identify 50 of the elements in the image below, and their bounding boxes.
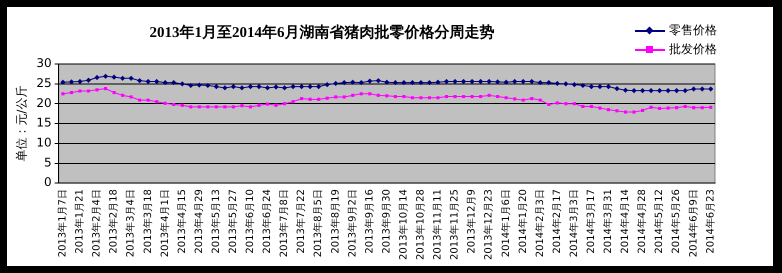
x-tick-label: 2013年4月29 (192, 189, 205, 254)
y-tick-label: 5 (44, 155, 52, 170)
chart-title: 2013年1月至2014年6月湖南省猪肉批零价格分周走势 (148, 23, 496, 42)
x-tick-label: 2014年6月23 (704, 189, 716, 254)
x-tick-label: 2013年3月18 (142, 189, 154, 254)
x-tick-label: 2013年6月24 (261, 189, 274, 254)
x-tick-label: 2013年7月8日 (278, 189, 290, 258)
x-tick-label: 2013年10月28 (414, 189, 427, 260)
x-tick-label: 2013年3月4日 (124, 189, 137, 258)
x-tick-label: 2013年2月4日 (90, 189, 103, 258)
x-tick-label: 2014年1月6日 (500, 189, 512, 258)
x-tick-label: 2014年3月3日 (568, 189, 580, 258)
y-tick-label: 10 (36, 136, 52, 150)
y-tick-label: 30 (36, 56, 52, 70)
legend-label: 批发价格 (669, 41, 717, 58)
y-tick-label: 20 (36, 96, 52, 110)
x-tick-label: 2013年2月18 (108, 189, 120, 254)
x-tick-label: 2013年12月9 (466, 189, 478, 254)
x-tick-label: 2014年5月26 (670, 189, 682, 254)
x-tick-label: 2013年7月22 (295, 189, 308, 254)
x-tick-label: 2013年4月15 (176, 189, 188, 254)
x-tick-label: 2013年1月7日 (56, 189, 69, 258)
y-tick-label: 25 (36, 76, 52, 90)
y-tick-label: 0 (44, 175, 52, 190)
x-tick-label: 2013年6月10 (244, 189, 256, 254)
x-tick-label: 2013年10月14 (397, 189, 410, 260)
x-tick-label: 2014年2月3日 (534, 189, 546, 258)
x-tick-label: 2013年1月21 (74, 189, 86, 254)
x-tick-label: 2014年3月17 (585, 189, 597, 254)
x-tick-label: 2013年8月19 (329, 189, 342, 254)
x-tick-label: 2013年11月11 (432, 189, 444, 260)
legend-label: 零售价格 (669, 22, 717, 39)
x-tick-label: 2013年11月25 (448, 189, 461, 260)
x-tick-label: 2014年3月31 (602, 189, 614, 254)
x-tick-label: 2013年8月5日 (312, 189, 324, 258)
x-tick-label: 2014年1月20 (516, 189, 529, 254)
y-tick-label: 15 (36, 116, 52, 130)
x-tick-label: 2013年12月23 (482, 189, 495, 260)
y-axis-title: 单位：元/公斤 (14, 86, 28, 162)
x-tick-label: 2014年2月17 (550, 189, 563, 254)
x-tick-label: 2013年4月1日 (158, 189, 171, 258)
x-tick-label: 2013年9月30 (380, 189, 392, 254)
x-tick-label: 2013年9月2日 (346, 189, 358, 258)
x-tick-label: 2014年4月28 (636, 189, 648, 254)
x-tick-label: 2013年5月27 (227, 189, 239, 254)
x-tick-label: 2013年5月13 (210, 189, 222, 254)
x-tick-label: 2014年4月14 (619, 189, 632, 254)
x-tick-label: 2014年5月12 (653, 189, 666, 254)
x-tick-label: 2013年9月16 (363, 189, 376, 254)
x-tick-label: 2014年6月9日 (687, 189, 700, 258)
